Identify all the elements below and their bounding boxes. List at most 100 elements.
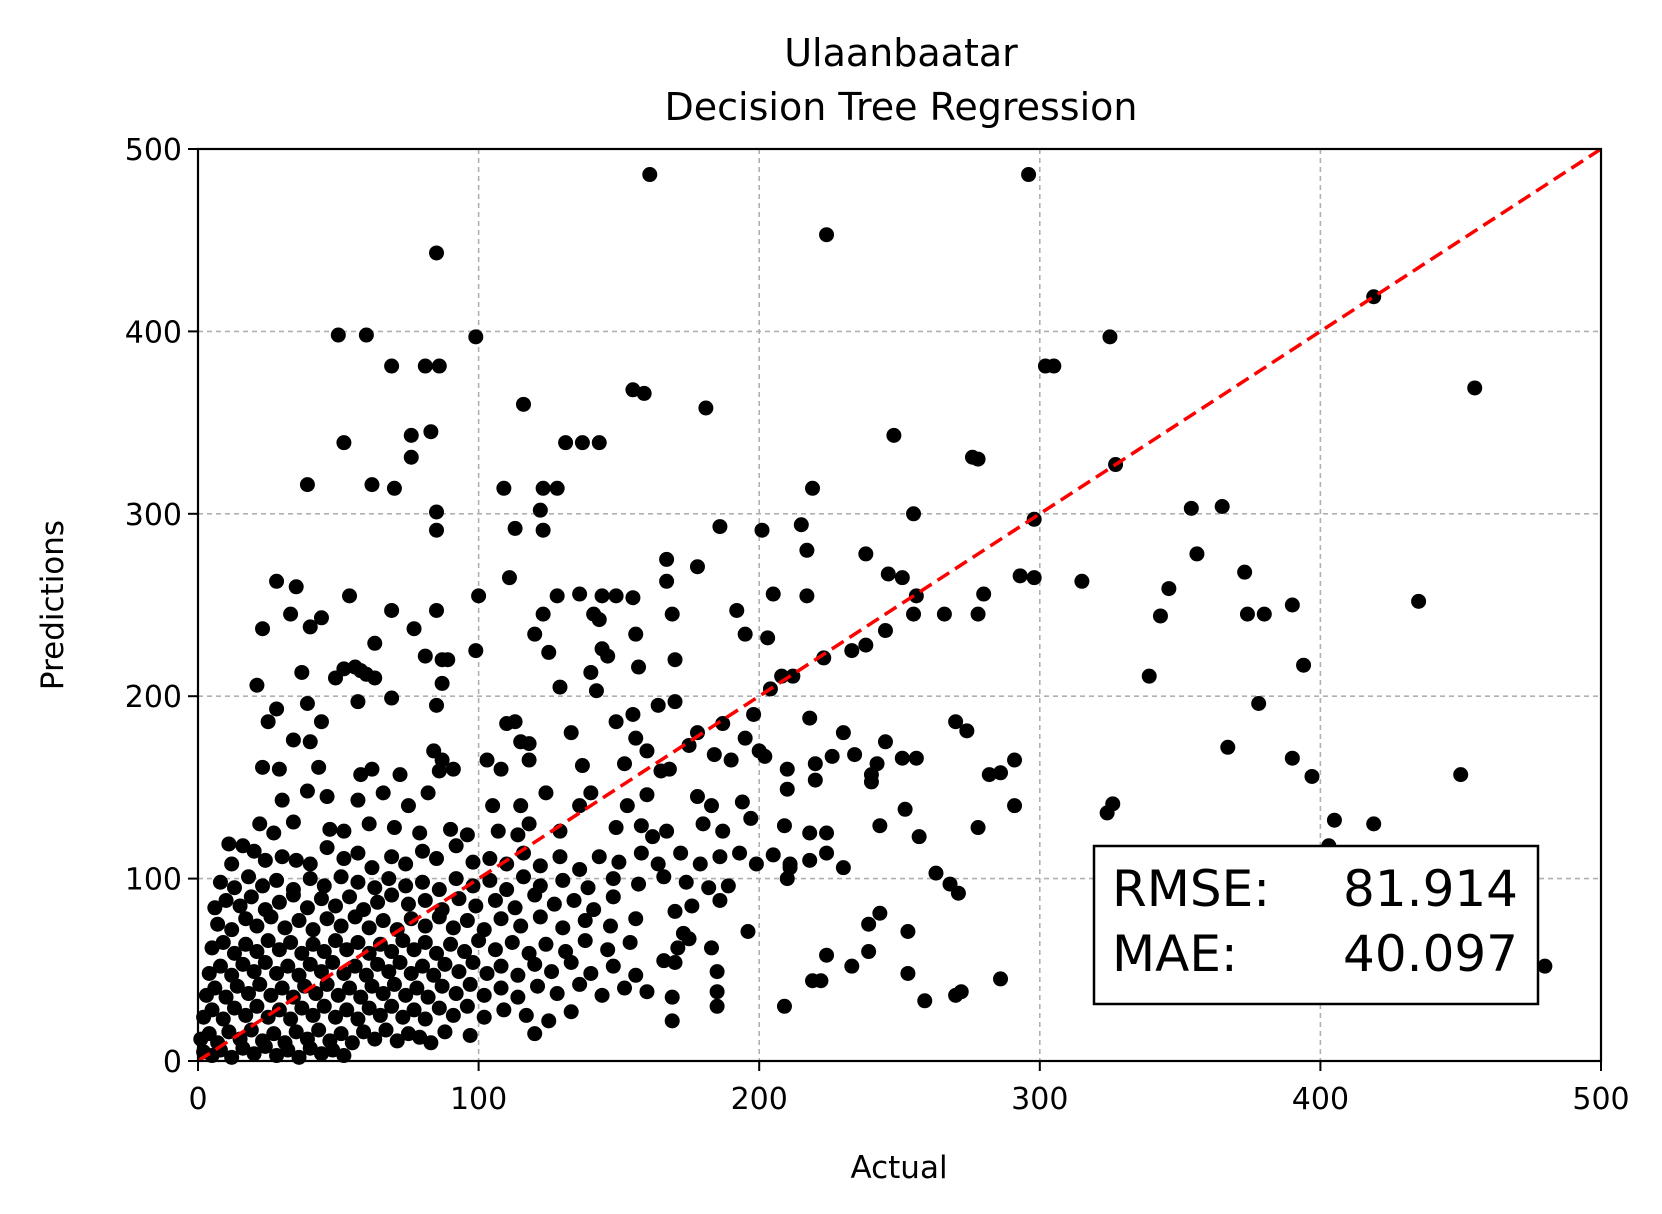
y-tick-label: 0	[163, 1045, 182, 1080]
data-point	[734, 794, 750, 810]
data-point	[288, 852, 304, 868]
data-point	[288, 579, 304, 595]
data-point	[824, 748, 840, 764]
data-point	[462, 1027, 478, 1043]
data-point	[673, 845, 689, 861]
data-point	[269, 965, 285, 981]
data-point	[552, 679, 568, 695]
data-point	[819, 947, 835, 963]
data-point	[692, 856, 708, 872]
data-point	[274, 849, 290, 865]
data-point	[305, 922, 321, 938]
data-point	[807, 772, 823, 788]
rmse-label: RMSE:	[1112, 860, 1270, 918]
data-point	[400, 896, 416, 912]
data-point	[406, 621, 422, 637]
data-point	[847, 747, 863, 763]
data-point	[549, 588, 565, 604]
data-point	[513, 798, 529, 814]
data-point	[507, 900, 523, 916]
data-point	[754, 522, 770, 538]
axis-ticks: 0 100 200 300 400 500 0 100 200 300 400 500	[125, 133, 1630, 1117]
data-point	[291, 913, 307, 929]
data-point	[577, 933, 593, 949]
mae-value: 40.097	[1343, 925, 1518, 983]
data-point	[819, 227, 835, 243]
data-point	[302, 1040, 318, 1056]
data-point	[459, 913, 475, 929]
data-point	[605, 871, 621, 887]
data-point	[243, 1022, 259, 1038]
data-point	[600, 648, 616, 664]
data-point	[356, 1024, 372, 1040]
data-point	[633, 818, 649, 834]
x-tick-label: 300	[1011, 1082, 1068, 1117]
data-point	[384, 602, 400, 618]
data-point	[583, 785, 599, 801]
data-point	[1326, 812, 1342, 828]
data-point	[241, 986, 257, 1002]
data-point	[897, 801, 913, 817]
data-point	[350, 694, 366, 710]
x-tick-label: 400	[1292, 1082, 1349, 1117]
data-point	[238, 936, 254, 952]
data-point	[378, 1022, 394, 1038]
data-point	[412, 1029, 428, 1045]
data-point	[212, 958, 228, 974]
data-point	[577, 913, 593, 929]
data-point	[386, 976, 402, 992]
reference-line-layer	[197, 147, 1602, 1063]
data-point	[350, 874, 366, 890]
data-point	[367, 880, 383, 896]
data-point	[709, 998, 725, 1014]
data-point	[479, 752, 495, 768]
data-point	[583, 664, 599, 680]
data-point	[440, 652, 456, 668]
data-point	[1467, 380, 1483, 396]
data-point	[639, 984, 655, 1000]
data-point	[765, 847, 781, 863]
data-point	[776, 818, 792, 834]
data-point	[465, 878, 481, 894]
data-point	[1220, 739, 1236, 755]
data-point	[535, 522, 551, 538]
data-point	[535, 606, 551, 622]
data-point	[358, 327, 374, 343]
data-point	[678, 874, 694, 890]
data-point	[285, 887, 301, 903]
data-point	[625, 590, 641, 606]
data-point	[493, 958, 509, 974]
data-point	[1239, 606, 1255, 622]
data-point	[695, 816, 711, 832]
data-point	[339, 942, 355, 958]
data-point	[496, 1002, 512, 1018]
data-point	[353, 767, 369, 783]
data-point	[426, 967, 442, 983]
data-point	[639, 787, 655, 803]
data-point	[342, 588, 358, 604]
data-point	[403, 449, 419, 465]
data-point	[361, 1000, 377, 1016]
data-point	[664, 1013, 680, 1029]
data-point	[844, 643, 860, 659]
data-point	[667, 903, 683, 919]
data-point	[384, 944, 400, 960]
data-point	[631, 876, 647, 892]
y-tick-label: 200	[125, 680, 182, 715]
data-point	[538, 785, 554, 801]
data-point	[429, 697, 445, 713]
data-point	[392, 767, 408, 783]
data-point	[257, 955, 273, 971]
data-point	[572, 861, 588, 877]
data-point	[479, 965, 495, 981]
y-axis-label: Predictions	[35, 520, 71, 690]
data-point	[779, 781, 795, 797]
data-point	[269, 701, 285, 717]
data-point	[384, 998, 400, 1014]
data-point	[459, 998, 475, 1014]
data-point	[482, 851, 498, 867]
data-point	[347, 958, 363, 974]
data-point	[681, 737, 697, 753]
data-point	[451, 964, 467, 980]
data-point	[375, 986, 391, 1002]
